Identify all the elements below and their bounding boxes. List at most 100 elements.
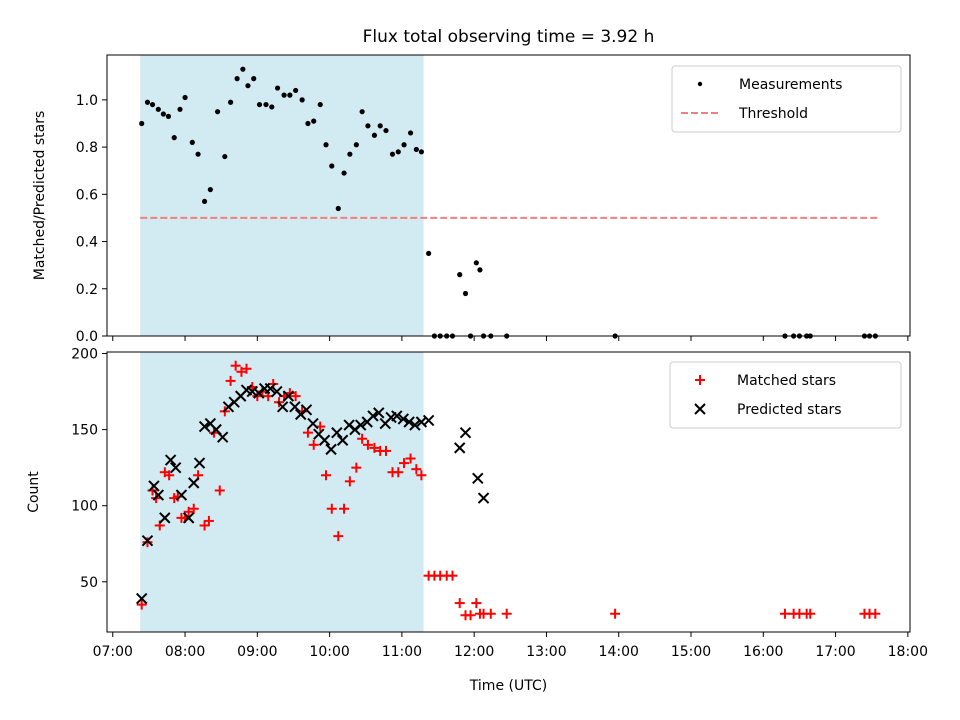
count-x-ticks: 07:00 08:00 09:00 10:00 11:00 12:00 13:00 14:00… [93,632,928,660]
predicted-star-point-b [454,442,466,454]
count-legend-box [669,361,902,429]
count-y-tick-label: 100 [71,499,98,515]
predicted-star-point [198,420,211,433]
count-x-tick-label: 16:00 [743,644,783,660]
predicted-star-point [459,426,472,439]
count-x-tick-label: 15:00 [671,644,711,660]
matched-star-point [290,391,301,402]
predicted-star-point-b [318,434,331,446]
measurement-point [149,101,156,108]
legend-predicted-label: Predicted stars [737,402,842,418]
measurement-point [418,149,425,155]
chart-title: Flux total observing time = 3.92 h [363,27,655,47]
measurement-point [305,120,311,127]
ratio-x-ticks [112,336,909,341]
measurement-point [182,94,188,101]
predicted-star-point [276,401,289,413]
measurement-point [395,149,401,155]
predicted-star-point-b [300,404,313,416]
count-x-tick-label: 18:00 [888,644,928,660]
predicted-star-point [307,417,319,430]
matched-star-point [447,570,458,581]
measurement-point [195,151,201,157]
measurement-point [207,186,213,193]
predicted-star-point-b [367,410,379,422]
ratio-y-tick-label: 0.4 [76,235,98,251]
legend-predicted-x-b [694,403,706,415]
matched-star-point [399,458,410,469]
legend-matched-marker [695,375,705,385]
predicted-star-point [159,512,171,524]
matched-star-point [183,506,194,517]
legend-matched-plus [695,375,705,385]
matched-star-point [326,503,337,514]
measurement-point [371,132,378,138]
measurement-point [189,139,195,145]
legend-measurements-marker [697,81,703,87]
matched-star-point [214,485,225,496]
count-y-tick-label: 50 [80,575,98,591]
legend-matched-label: Matched stars [737,373,836,389]
measurement-point [299,97,305,103]
measurement-point [251,76,257,82]
predicted-stars-points [135,382,490,605]
measurement-points [139,66,878,339]
matched-star-point [369,442,380,453]
measurement-point [311,118,317,124]
matched-star-point [321,470,331,481]
predicted-star-point-b [240,384,253,396]
predicted-star-point [354,419,367,431]
predicted-star-point [373,407,385,419]
matched-star-point [471,598,482,609]
matched-star-point [357,433,368,444]
measurement-point [263,101,269,108]
measurement-point [426,250,432,256]
measurement-point [477,267,483,273]
count-x-tick-label: 11:00 [382,644,422,660]
matched-star-point [362,439,373,450]
count-x-tick-label: 07:00 [93,644,133,660]
predicted-star-point [152,489,165,501]
predicted-star-point-b [422,414,435,427]
measurement-point [462,290,469,297]
count-x-tick-label: 12:00 [454,644,494,660]
measurement-point [281,92,287,98]
predicted-star-point-b [459,426,472,439]
ratio-y-tick-label: 0.8 [76,140,98,156]
measurement-point [473,260,479,266]
measurement-point [359,109,365,115]
count-x-tick-label: 14:00 [599,644,639,660]
measurement-point [377,123,383,129]
predicted-star-point-b [289,401,301,413]
matched-star-point [344,476,355,487]
matched-star-point [339,503,350,514]
count-y-tick-label: 200 [71,347,98,363]
matched-star-point [225,375,236,386]
predicted-star-point [454,442,466,454]
predicted-star-point-b [246,385,258,398]
predicted-star-point [472,472,484,485]
measurement-point [293,87,299,94]
measurement-point [389,151,396,157]
count-y-axis-label: Count [26,471,42,513]
predicted-star-point-b [354,419,367,431]
measurement-point [214,109,221,115]
count-x-tick-label: 13:00 [526,644,566,660]
predicted-star-point-b [409,419,421,431]
measurement-point [222,153,228,160]
measurement-point [165,113,172,119]
ratio-y-axis-label: Matched/Predicted stars [32,111,48,281]
count-axes-frame [106,351,911,633]
legend-threshold-label: Threshold [738,106,808,122]
matched-star-point [805,608,816,619]
predicted-star-point-b [373,407,385,419]
predicted-star-point-b [343,419,355,431]
matched-star-point [308,439,319,450]
predicted-star-point-b [331,426,343,439]
predicted-star-point-b [477,492,490,504]
count-y-ticks: 50 100 150 200 [71,347,107,591]
ratio-y-tick-label: 1.0 [76,93,98,109]
matched-star-point [188,503,199,514]
predicted-star-point-b [204,417,217,430]
measurement-point [177,106,183,112]
